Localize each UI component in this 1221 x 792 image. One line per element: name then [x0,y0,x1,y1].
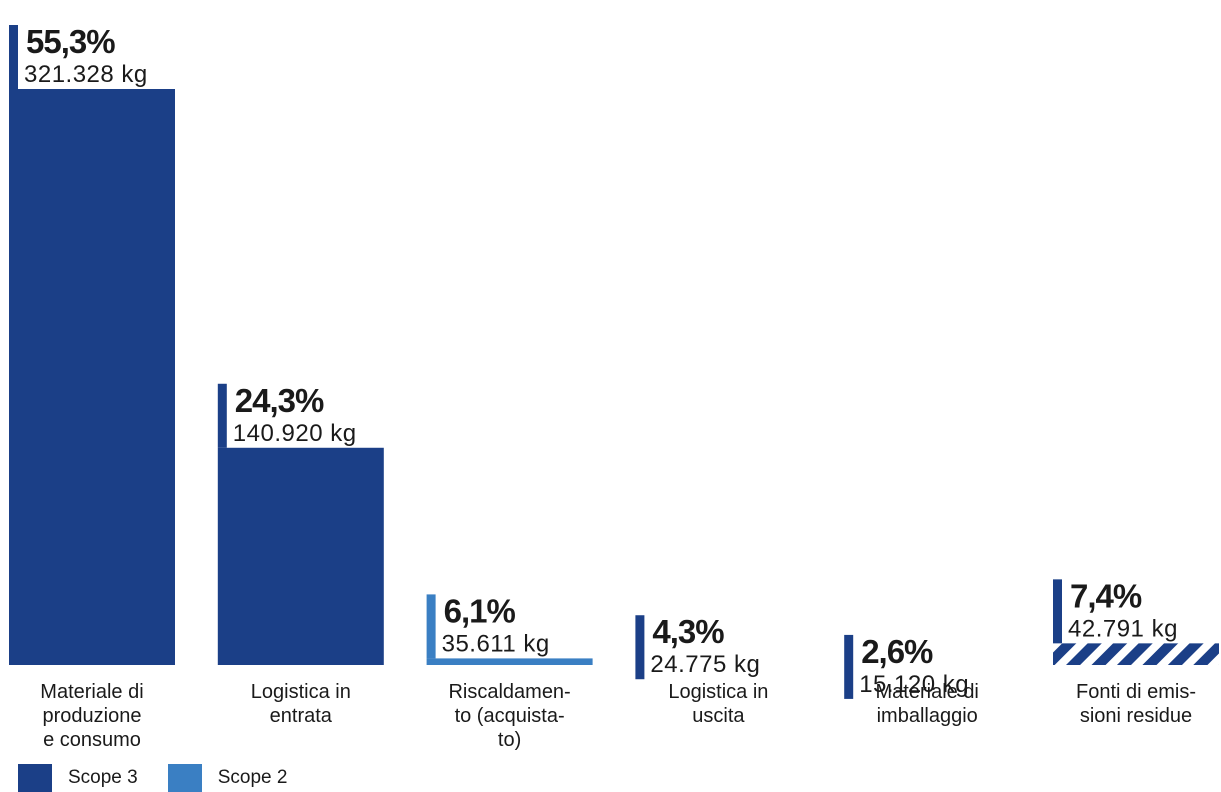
percent-label-2: 6,1% [444,592,516,629]
category-label-2-line-1: to (acquista- [455,705,565,727]
legend-label-scope-3: Scope 3 [68,767,138,788]
category-label-1-line-0: Logistica in [251,681,351,703]
category-label-5-line-1: sioni residue [1080,705,1192,727]
category-label-4-line-0: Materiale di [876,681,979,703]
bar-marker-3 [635,615,645,680]
bar-marker-1 [217,383,227,448]
category-label-0-line-1: produzione [43,705,142,727]
kg-label-5: 42.791 kg [1068,615,1178,642]
legend-label-scope-2: Scope 2 [217,767,288,788]
kg-label-0: 321.328 kg [24,61,148,88]
legend-swatch-scope-3 [18,764,52,792]
legend-item-scope-3: Scope 3 [18,764,138,792]
legend-item-scope-2: Scope 2 [167,764,288,792]
category-label-2-line-0: Riscaldamen- [448,681,570,703]
category-label-3-line-0: Logistica in [668,681,768,703]
kg-label-2: 35.611 kg [442,630,550,657]
bar-marker-0 [9,25,18,89]
category-label-2-line-2: to) [498,729,521,751]
kg-label-3: 24.775 kg [650,651,760,678]
category-label-1-line-1: entrata [270,705,333,727]
percent-label-3: 4,3% [652,613,724,650]
category-label-0-line-0: Materiale di [40,681,143,703]
category-label-4-line-1: imballaggio [877,705,978,727]
bar-2 [426,658,593,665]
percent-label-4: 2,6% [861,633,933,670]
bar-marker-4 [844,634,854,699]
bar-marker-5 [1053,579,1062,644]
bar-marker-2 [426,594,436,659]
category-label-3-line-1: uscita [692,705,745,727]
bar-5 [1053,643,1219,665]
legend: Scope 3 Scope 2 [18,764,317,792]
percent-label-0: 55,3% [26,23,115,60]
legend-swatch-scope-2 [167,764,202,792]
bar-1 [217,447,384,665]
percent-label-5: 7,4% [1070,577,1142,614]
kg-label-4: 15.120 kg [859,671,969,698]
category-label-5-line-0: Fonti di emis- [1076,681,1196,703]
percent-label-1: 24,3% [235,382,324,419]
bar-0 [9,89,175,665]
category-label-0-line-2: e consumo [43,729,141,751]
kg-label-1: 140.920 kg [233,420,357,447]
